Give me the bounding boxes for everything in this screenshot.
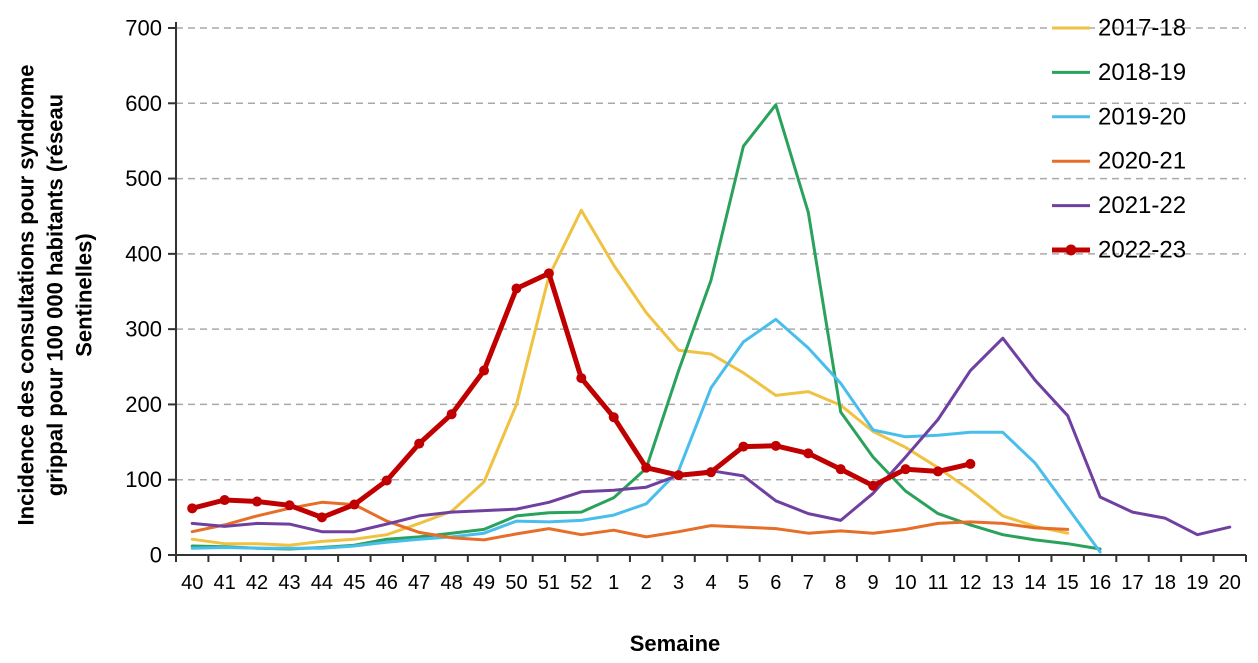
series-marker-2022-23 — [576, 373, 587, 384]
series-marker-2022-23 — [414, 438, 425, 449]
y-tick-label: 0 — [150, 543, 162, 568]
series-marker-2022-23 — [673, 470, 684, 481]
x-axis-title: Semaine — [629, 631, 721, 656]
x-tick-label: 47 — [408, 572, 430, 594]
y-tick-label: 500 — [125, 166, 162, 191]
series-marker-2022-23 — [381, 475, 392, 486]
y-tick-label: 600 — [125, 91, 162, 116]
series-marker-2022-23 — [835, 464, 846, 475]
legend-label-2020-21: 2020-21 — [1098, 148, 1186, 175]
x-tick-label: 51 — [538, 572, 560, 594]
x-tick-label: 48 — [440, 572, 462, 594]
x-tick-label: 43 — [278, 572, 300, 594]
series-marker-2022-23 — [803, 448, 814, 459]
x-tick-label: 49 — [473, 572, 495, 594]
x-tick-label: 11 — [928, 572, 949, 594]
series-marker-2022-23 — [316, 512, 327, 523]
x-tick-label: 44 — [311, 572, 333, 594]
y-axis-title-line2: grippal pour 100 000 habitants (réseau — [42, 93, 68, 497]
x-tick-label: 16 — [1089, 572, 1111, 594]
series-marker-2022-23 — [900, 464, 911, 475]
series-marker-2022-23 — [349, 499, 360, 510]
series-line-2020-21 — [190, 500, 1070, 542]
series-marker-2022-23 — [965, 458, 976, 469]
x-tick-label: 7 — [803, 572, 814, 594]
x-tick-label: 20 — [1219, 572, 1241, 594]
x-tick-label: 52 — [570, 572, 592, 594]
y-axis-title-line1: Incidence des consultations pour syndrom… — [13, 64, 39, 526]
series-marker-2022-23 — [608, 412, 619, 423]
series-marker-2022-23 — [479, 365, 490, 376]
x-tick-label: 13 — [992, 572, 1014, 594]
x-tick-label: 41 — [214, 572, 236, 594]
y-tick-label: 200 — [125, 392, 162, 417]
legend-marker-icon-2022-23 — [1065, 244, 1077, 256]
x-tick-label: 5 — [738, 572, 749, 594]
series-marker-2022-23 — [187, 503, 198, 514]
x-tick-label: 15 — [1057, 572, 1079, 594]
x-tick-label: 10 — [894, 572, 916, 594]
legend-label-2019-20: 2019-20 — [1098, 103, 1186, 130]
y-axis-title-line3: Sentinelles) — [71, 233, 97, 357]
series-marker-2022-23 — [511, 283, 522, 294]
x-tick-label: 40 — [181, 572, 203, 594]
series-marker-2022-23 — [932, 466, 943, 477]
x-tick-label: 8 — [835, 572, 846, 594]
x-tick-label: 4 — [705, 572, 716, 594]
x-tick-label: 45 — [343, 572, 365, 594]
x-tick-label: 42 — [246, 572, 268, 594]
legend-label-2022-23: 2022-23 — [1098, 237, 1186, 264]
x-tick-label: 17 — [1121, 572, 1143, 594]
series-marker-2022-23 — [284, 500, 295, 511]
series-marker-2022-23 — [738, 441, 749, 452]
x-tick-label: 2 — [641, 572, 652, 594]
y-tick-label: 100 — [125, 467, 162, 492]
x-tick-label: 46 — [376, 572, 398, 594]
x-tick-label: 9 — [868, 572, 879, 594]
series-line-2017-18 — [190, 208, 1070, 547]
series-marker-2022-23 — [641, 462, 652, 473]
x-tick-label: 12 — [959, 572, 981, 594]
x-tick-label: 50 — [505, 572, 527, 594]
series-marker-2022-23 — [252, 496, 263, 507]
series-marker-2022-23 — [868, 480, 879, 491]
y-tick-label: 300 — [125, 317, 162, 342]
x-tick-label: 6 — [770, 572, 781, 594]
legend-label-2021-22: 2021-22 — [1098, 192, 1186, 219]
series-line-2018-19 — [190, 103, 1102, 551]
y-tick-label: 700 — [125, 16, 162, 41]
x-tick-label: 3 — [673, 572, 684, 594]
series-marker-2022-23 — [446, 409, 457, 420]
y-axis-title: Incidence des consultations pour syndrom… — [11, 65, 98, 526]
series-line-2019-20 — [190, 317, 1102, 554]
series-marker-2022-23 — [706, 467, 716, 478]
x-tick-label: 19 — [1186, 572, 1208, 594]
y-tick-label: 400 — [125, 241, 162, 266]
series-marker-2022-23 — [219, 495, 230, 506]
x-tick-label: 18 — [1154, 572, 1176, 594]
legend-label-2017-18: 2017-18 — [1098, 15, 1186, 42]
series-marker-2022-23 — [543, 268, 554, 279]
series-line-2022-23 — [189, 270, 973, 520]
series-marker-2022-23 — [770, 440, 781, 451]
x-tick-label: 14 — [1024, 572, 1046, 594]
legend-label-2018-19: 2018-19 — [1098, 59, 1186, 86]
x-tick-label: 1 — [608, 572, 619, 594]
